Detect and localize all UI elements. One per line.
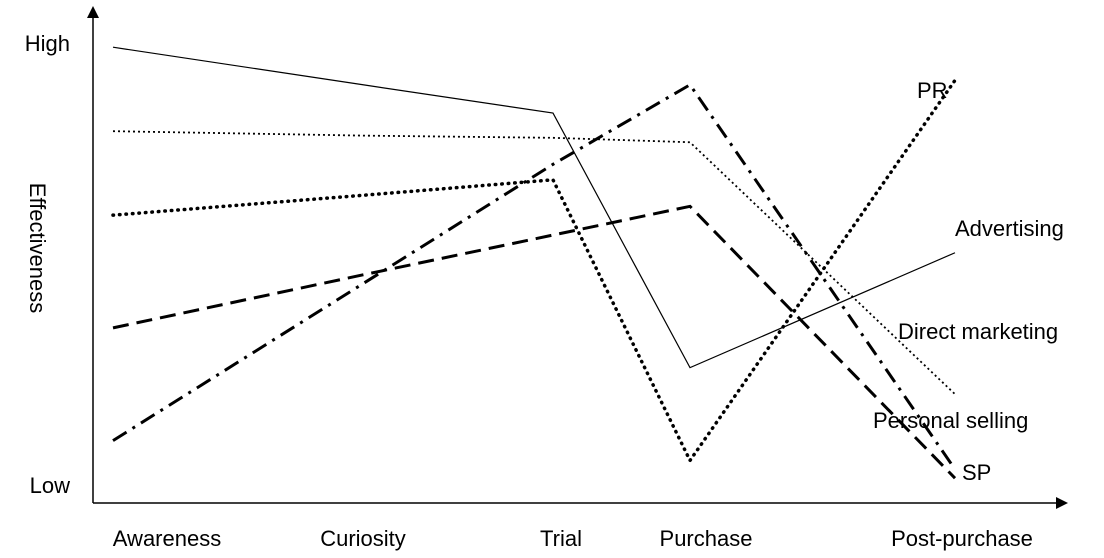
x-tick-label: Purchase bbox=[660, 526, 753, 551]
x-tick-label: Post-purchase bbox=[891, 526, 1033, 551]
y-axis-label: Effectiveness bbox=[25, 183, 50, 313]
series-label: Direct marketing bbox=[898, 319, 1058, 344]
y-tick-label: Low bbox=[30, 473, 70, 498]
y-tick-label: High bbox=[25, 31, 70, 56]
series-line bbox=[112, 204, 957, 480]
series-line bbox=[112, 46, 956, 369]
series-label: PR bbox=[917, 78, 948, 103]
series-line bbox=[112, 82, 957, 471]
series-label: SP bbox=[962, 460, 991, 485]
x-tick-label: Awareness bbox=[113, 526, 221, 551]
series-label: Advertising bbox=[955, 216, 1064, 241]
series-label: Personal selling bbox=[873, 408, 1028, 433]
x-tick-label: Trial bbox=[540, 526, 582, 551]
series-line bbox=[111, 78, 957, 464]
x-tick-label: Curiosity bbox=[320, 526, 406, 551]
series-line bbox=[112, 130, 956, 395]
